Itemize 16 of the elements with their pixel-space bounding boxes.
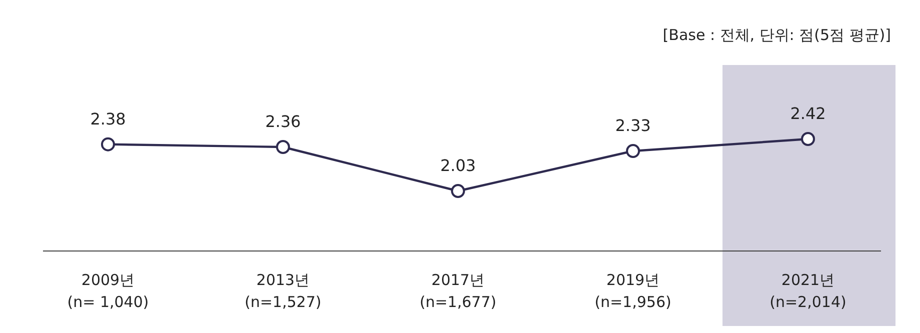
point bbox=[101, 137, 115, 152]
x-tick-label: 2017년 (n=1,677) bbox=[420, 271, 496, 311]
point bbox=[276, 140, 290, 154]
data-label: 2.03 bbox=[440, 156, 476, 175]
data-label: 2.38 bbox=[90, 109, 126, 128]
x-tick-label: 2019년 (n=1,956) bbox=[594, 271, 672, 311]
x-tick-label: 2021년 (n=2,014) bbox=[770, 271, 846, 311]
point bbox=[626, 144, 640, 158]
point bbox=[801, 132, 815, 146]
text: [Base : 전체, 단위: 점(5점 평균)] bbox=[662, 26, 891, 44]
data-label: 2.33 bbox=[615, 116, 651, 135]
x-tick-label: 2013년 (n=1,527) bbox=[244, 271, 322, 311]
x-tick-label: 2009년 (n= 1,040) bbox=[67, 271, 149, 311]
data-label: 2.36 bbox=[265, 112, 301, 131]
data-label: 2.42 bbox=[790, 104, 826, 123]
point bbox=[451, 184, 465, 198]
